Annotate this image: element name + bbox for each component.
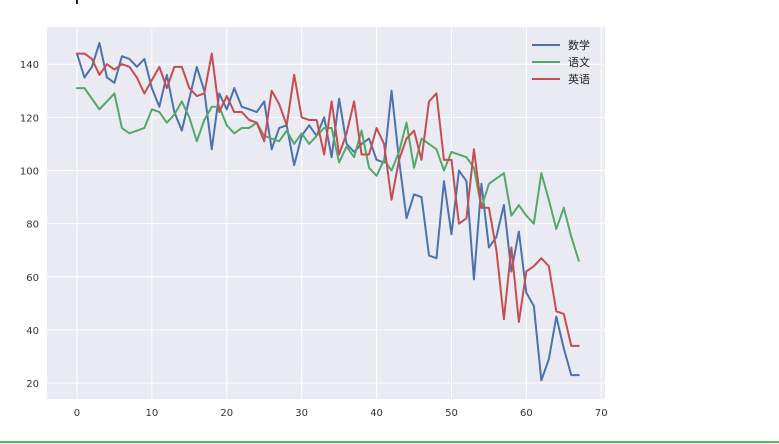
legend-label-0: 数学 — [568, 38, 590, 52]
y-tick-label: 20 — [26, 379, 39, 390]
y-tick-label: 140 — [20, 60, 39, 71]
top-edge-mark — [76, 0, 78, 4]
legend-label-1: 语文 — [568, 55, 590, 69]
x-tick-label: 40 — [370, 408, 383, 419]
x-tick-label: 30 — [295, 408, 308, 419]
x-tick-label: 20 — [220, 408, 233, 419]
y-tick-label: 120 — [20, 113, 39, 124]
series-layer — [75, 41, 580, 382]
x-tick-label: 60 — [520, 408, 533, 419]
x-tick-label: 0 — [74, 408, 80, 419]
x-tick-label: 70 — [595, 408, 608, 419]
plot-background — [47, 27, 605, 399]
y-tick-label: 40 — [26, 326, 39, 337]
y-tick-label: 100 — [20, 166, 39, 177]
x-tick-label: 10 — [145, 408, 158, 419]
series-line-2 — [75, 52, 580, 347]
y-tick-label: 80 — [26, 220, 39, 231]
legend-label-2: 英语 — [568, 72, 590, 86]
x-tick-label: 50 — [445, 408, 458, 419]
tick-labels: 0 10 20 30 40 50 60 70 20 40 60 80 100 120 140 — [20, 60, 608, 419]
bottom-border-rule — [0, 441, 779, 443]
grid-lines — [47, 27, 605, 399]
y-tick-label: 60 — [26, 273, 39, 284]
